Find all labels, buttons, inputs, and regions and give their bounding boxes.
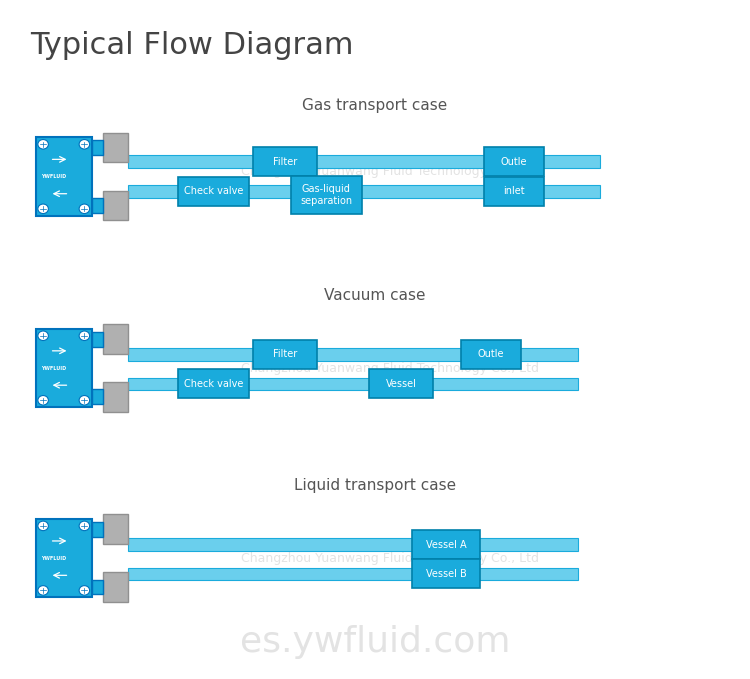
FancyBboxPatch shape [36, 138, 92, 216]
FancyBboxPatch shape [128, 348, 578, 361]
Text: Check valve: Check valve [184, 187, 244, 196]
Text: Changzhou Yuanwang Fluid Technology Co., Ltd: Changzhou Yuanwang Fluid Technology Co.,… [241, 164, 539, 178]
Text: Liquid transport case: Liquid transport case [294, 478, 456, 493]
Text: Gas transport case: Gas transport case [302, 98, 448, 113]
FancyBboxPatch shape [103, 325, 128, 354]
FancyBboxPatch shape [128, 185, 600, 198]
Text: Filter: Filter [273, 350, 297, 359]
FancyBboxPatch shape [92, 198, 103, 213]
Text: Gas-liquid
separation: Gas-liquid separation [300, 184, 352, 206]
Text: Changzhou Yuanwang Fluid Technology Co., Ltd: Changzhou Yuanwang Fluid Technology Co.,… [241, 361, 539, 375]
Circle shape [80, 140, 90, 149]
Circle shape [38, 331, 48, 340]
Text: YWFLUID: YWFLUID [41, 365, 66, 371]
FancyBboxPatch shape [92, 580, 103, 594]
Text: Vessel B: Vessel B [426, 569, 466, 579]
Text: YWFLUID: YWFLUID [41, 555, 66, 561]
Text: Outle: Outle [478, 350, 505, 359]
Circle shape [80, 204, 90, 213]
FancyBboxPatch shape [92, 332, 103, 346]
Circle shape [80, 521, 90, 531]
FancyBboxPatch shape [178, 177, 249, 206]
Text: es.ywfluid.com: es.ywfluid.com [240, 625, 510, 659]
FancyBboxPatch shape [128, 378, 578, 390]
FancyBboxPatch shape [92, 390, 103, 404]
Text: Outle: Outle [500, 157, 527, 166]
Circle shape [80, 585, 90, 595]
FancyBboxPatch shape [291, 176, 362, 213]
FancyBboxPatch shape [461, 340, 521, 369]
Text: Vessel: Vessel [386, 379, 417, 388]
FancyBboxPatch shape [254, 340, 317, 369]
FancyBboxPatch shape [484, 147, 544, 176]
FancyBboxPatch shape [413, 559, 480, 588]
Circle shape [38, 395, 48, 405]
Text: Typical Flow Diagram: Typical Flow Diagram [30, 31, 353, 60]
FancyBboxPatch shape [103, 515, 128, 544]
FancyBboxPatch shape [370, 369, 434, 398]
FancyBboxPatch shape [254, 147, 317, 176]
FancyBboxPatch shape [103, 191, 128, 220]
Text: Vessel A: Vessel A [426, 540, 466, 549]
Text: Vacuum case: Vacuum case [324, 288, 426, 303]
FancyBboxPatch shape [36, 519, 92, 598]
Circle shape [80, 331, 90, 340]
Text: Filter: Filter [273, 157, 297, 166]
FancyBboxPatch shape [92, 522, 103, 536]
FancyBboxPatch shape [103, 572, 128, 602]
Circle shape [38, 204, 48, 213]
Text: Check valve: Check valve [184, 379, 244, 388]
Text: inlet: inlet [503, 187, 524, 196]
FancyBboxPatch shape [484, 177, 544, 206]
FancyBboxPatch shape [178, 369, 249, 398]
FancyBboxPatch shape [128, 568, 578, 580]
Circle shape [38, 585, 48, 595]
FancyBboxPatch shape [103, 133, 128, 162]
FancyBboxPatch shape [36, 329, 92, 407]
Text: YWFLUID: YWFLUID [41, 174, 66, 179]
FancyBboxPatch shape [92, 141, 103, 155]
Text: Changzhou Yuanwang Fluid Technology Co., Ltd: Changzhou Yuanwang Fluid Technology Co.,… [241, 551, 539, 565]
FancyBboxPatch shape [103, 382, 128, 411]
FancyBboxPatch shape [413, 530, 480, 559]
FancyBboxPatch shape [128, 538, 578, 551]
FancyBboxPatch shape [128, 155, 600, 168]
Circle shape [80, 395, 90, 405]
Circle shape [38, 140, 48, 149]
Circle shape [38, 521, 48, 531]
